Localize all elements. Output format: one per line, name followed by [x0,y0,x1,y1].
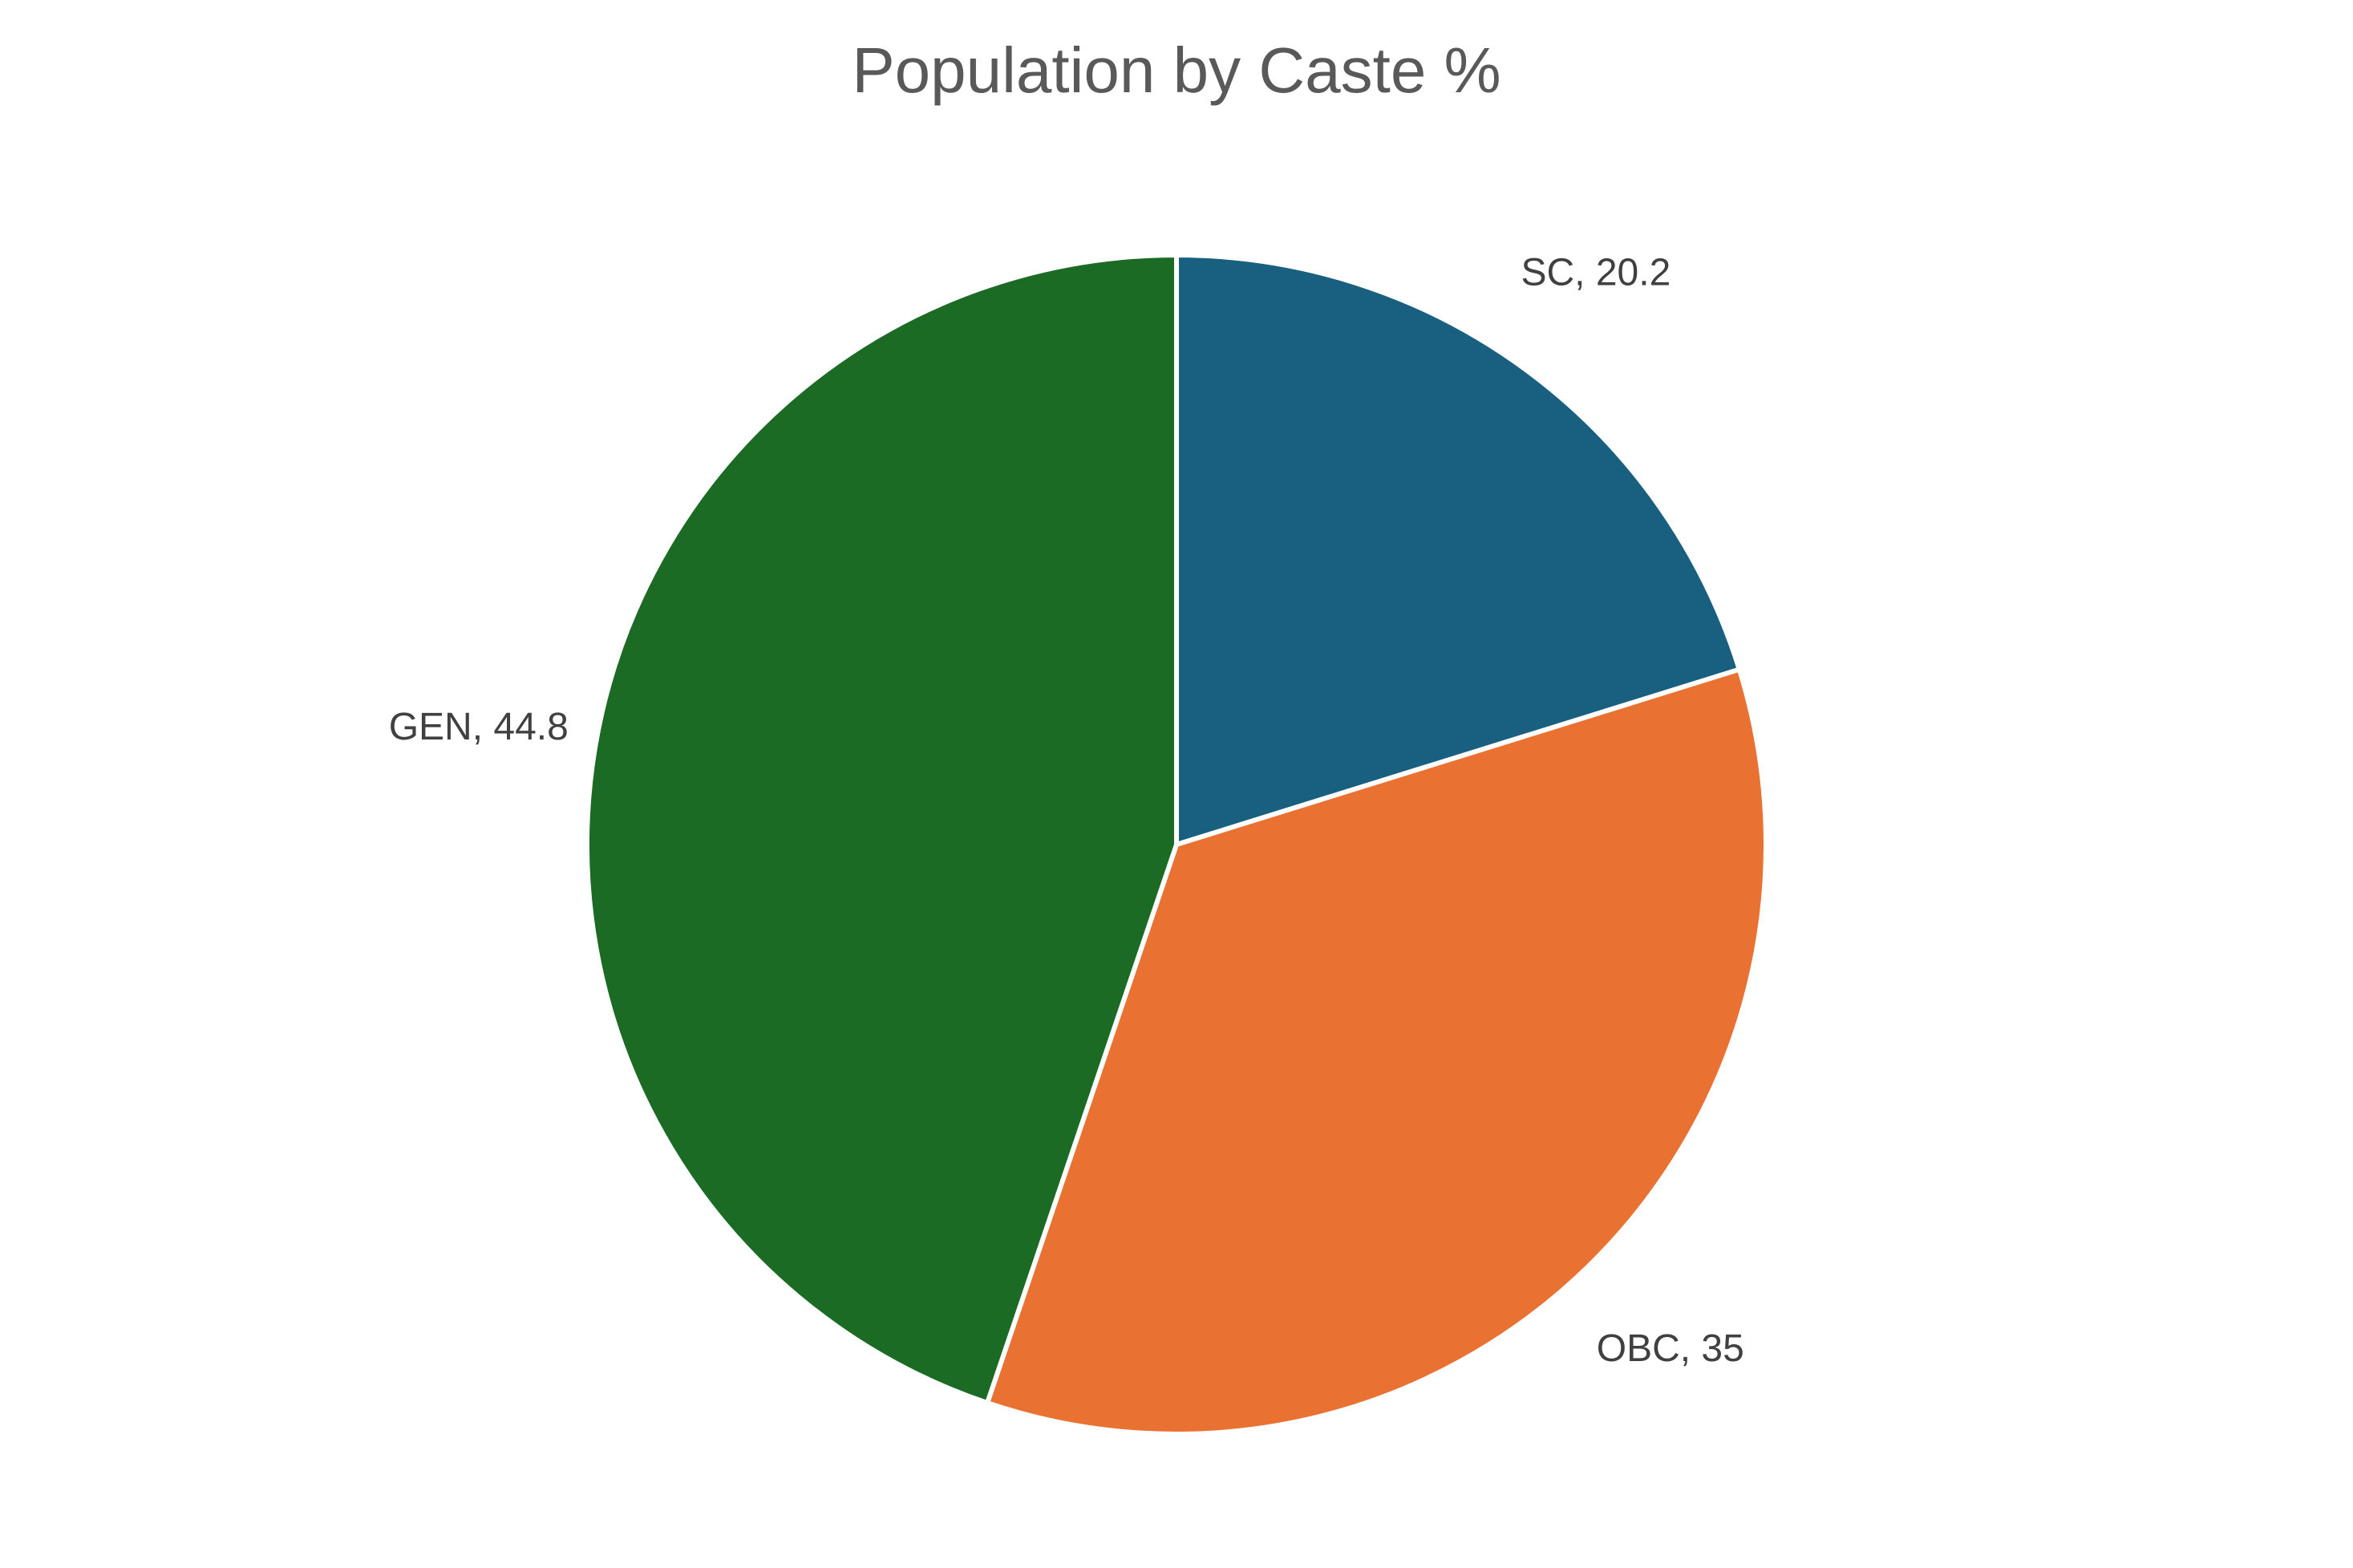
chart-title: Population by Caste % [852,34,1500,106]
pie-slice [585,253,1179,1406]
data-label: GEN, 44.8 [389,706,569,748]
data-label: OBC, 35 [1597,1327,1744,1370]
data-label: SC, 20.2 [1521,251,1671,294]
pie [585,253,1769,1436]
pie-slice [1174,253,1742,847]
data-labels: SC, 20.2 OBC, 35 GEN, 44.8 [389,251,1744,1370]
pie-slice [985,667,1769,1436]
